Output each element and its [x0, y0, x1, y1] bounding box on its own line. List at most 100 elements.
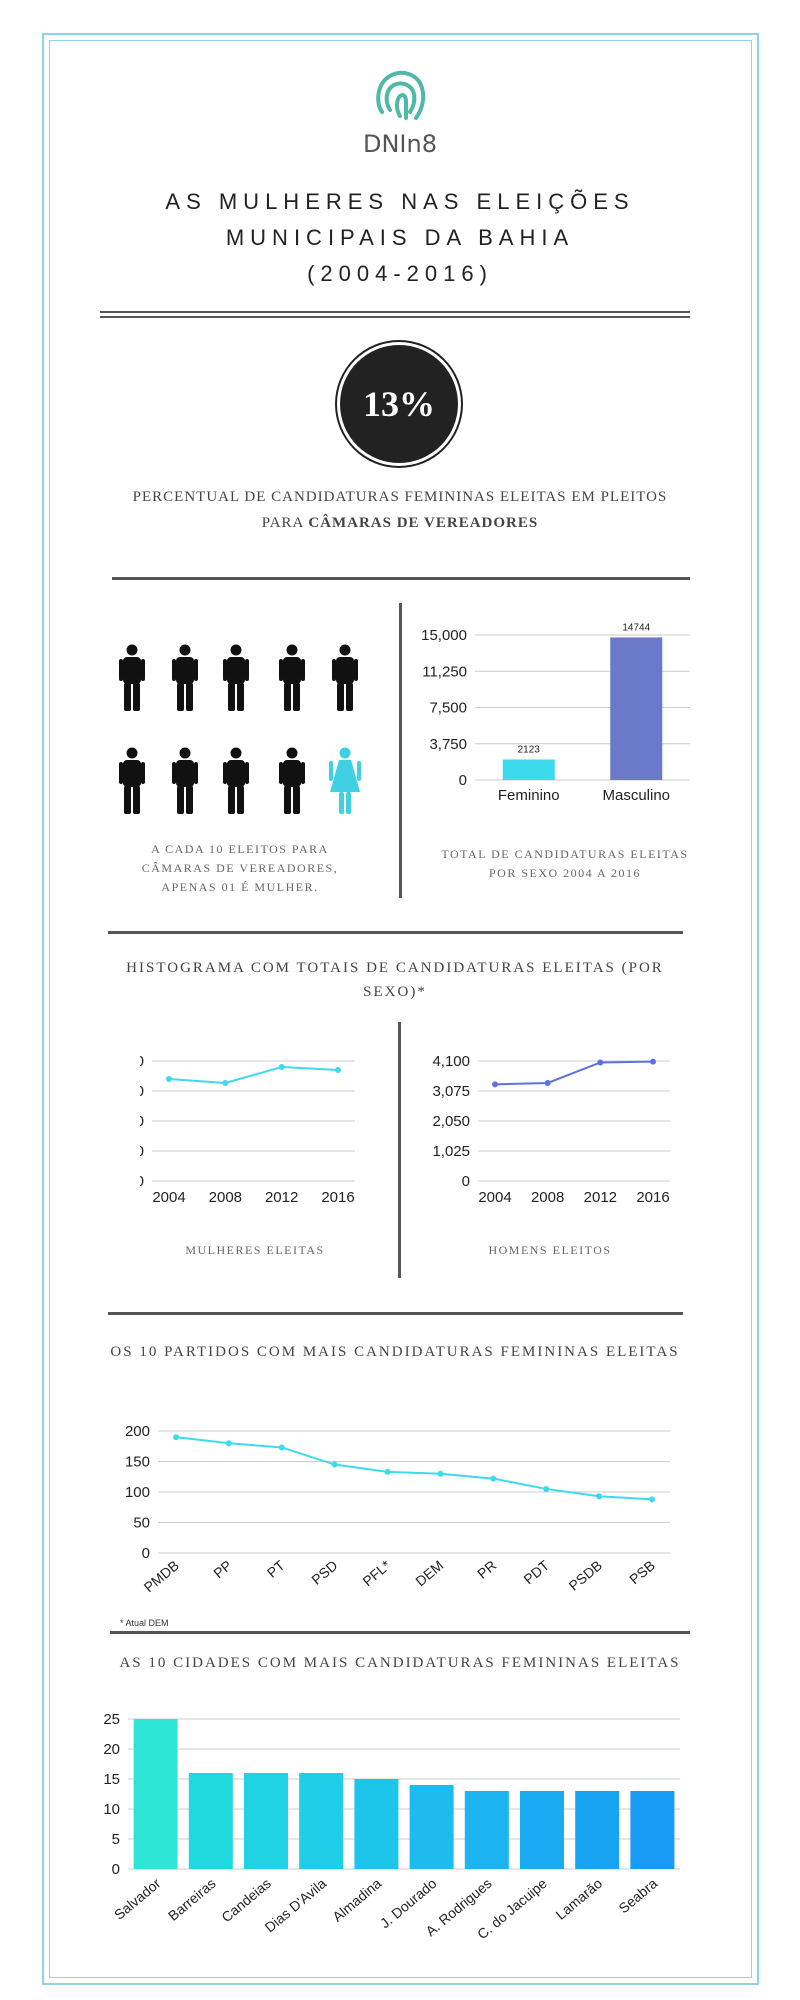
x-tick-label: 2016: [321, 1189, 354, 1206]
x-tick-label: Seabra: [615, 1875, 660, 1916]
man-torso: [123, 657, 141, 684]
y-tick-label: 450: [140, 1083, 144, 1100]
x-tick-label: 2008: [209, 1189, 242, 1206]
data-point: [225, 1440, 232, 1447]
stat-circle: 13%: [340, 345, 458, 463]
man-arm: [245, 762, 249, 784]
parties-title: OS 10 PARTIDOS COM MAIS CANDIDATURAS FEM…: [110, 1344, 680, 1360]
man-arm: [223, 762, 227, 784]
woman-icon: [329, 747, 361, 814]
y-tick-label: 15,000: [421, 627, 467, 644]
x-tick-label: 2016: [636, 1189, 669, 1206]
totals-chart: 0 3,750 7,500 11,250 15,000 2123 Feminino 14744…: [421, 622, 690, 804]
series-line: [168, 1065, 339, 1085]
divider-vertical: [399, 603, 402, 898]
people-svg: [119, 644, 361, 814]
inner-frame: [49, 40, 752, 1978]
man-icon: [332, 644, 358, 711]
y-tick-label: 7,500: [429, 700, 467, 717]
man-head: [286, 644, 298, 656]
woman-arm: [357, 761, 361, 781]
man-arm: [141, 762, 145, 784]
y-tick-label: 10: [103, 1801, 120, 1818]
x-tick-label: PP: [210, 1557, 235, 1581]
man-arm: [332, 659, 336, 681]
divider: [110, 1631, 690, 1634]
y-tick-label: 50: [133, 1515, 150, 1532]
man-leg: [177, 683, 184, 711]
data-point: [278, 1064, 285, 1070]
man-torso: [176, 760, 194, 787]
data-point: [278, 1444, 285, 1451]
data-point: [166, 1076, 172, 1082]
data-point: [492, 1081, 498, 1088]
y-tick-label: 15: [103, 1771, 120, 1788]
bar-city: [575, 1791, 620, 1869]
men-caption: HOMENS ELEITOS: [488, 1243, 612, 1257]
y-tick-label: 11,250: [422, 663, 467, 680]
data-point: [543, 1485, 550, 1492]
y-tick-label: 0: [142, 1545, 150, 1562]
man-icon: [172, 747, 198, 814]
x-tick-label: PR: [474, 1557, 499, 1582]
man-arm: [279, 762, 283, 784]
outer-frame: [42, 33, 759, 1985]
woman-leg: [339, 792, 344, 814]
data-point: [544, 1079, 551, 1086]
y-tick-label: 0: [140, 1173, 144, 1190]
data-point: [597, 1059, 604, 1066]
man-leg: [237, 683, 244, 711]
man-head: [179, 644, 191, 656]
brand-name: DNIn8: [363, 130, 437, 158]
man-arm: [141, 659, 145, 681]
bar-city: [464, 1791, 509, 1869]
y-tick-label: 150: [125, 1454, 150, 1471]
x-tick-label: PDT: [520, 1557, 552, 1588]
x-tick-label: PSD: [308, 1557, 340, 1588]
series-line: [175, 1436, 653, 1501]
bar-feminino: [502, 759, 555, 780]
data-label: 14744: [622, 622, 650, 633]
title-line-1: AS MULHERES NAS ELEIÇÕES: [165, 189, 635, 214]
x-tick-label: PSB: [626, 1557, 658, 1587]
woman-leg: [346, 792, 351, 814]
x-tick-label: Almadina: [329, 1875, 384, 1925]
x-tick-label: Salvador: [111, 1875, 164, 1923]
bar-city: [520, 1791, 564, 1869]
logo-fingerprint-icon: [376, 70, 426, 120]
data-point: [437, 1470, 444, 1477]
stat-value: 13%: [363, 384, 435, 424]
data-point: [490, 1475, 497, 1482]
man-arm: [119, 659, 123, 681]
man-arm: [194, 659, 198, 681]
men-line-chart: 0 1,025 2,050 3,075 4,100 2004 2008 2012 2016: [432, 1053, 670, 1206]
man-leg: [284, 683, 291, 711]
x-tick-label: 2004: [152, 1189, 185, 1206]
title-line-3: (2004-2016): [307, 261, 493, 286]
man-leg: [237, 786, 244, 814]
x-tick-label: Candeias: [218, 1875, 274, 1925]
y-tick-label: 25: [103, 1711, 120, 1728]
man-torso: [336, 657, 354, 684]
woman-arm: [329, 761, 333, 781]
data-point: [384, 1468, 391, 1475]
bar-city: [630, 1791, 675, 1869]
cities-title: AS 10 CIDADES COM MAIS CANDIDATURAS FEMI…: [119, 1655, 681, 1671]
x-tick-label: Lamarão: [553, 1875, 606, 1923]
y-tick-label: 3,075: [432, 1083, 470, 1100]
bar-city: [409, 1785, 454, 1869]
man-icon: [119, 747, 145, 814]
man-torso: [227, 760, 245, 787]
data-point: [596, 1493, 603, 1500]
man-torso: [123, 760, 141, 787]
man-leg: [124, 786, 131, 814]
x-tick-label: 2004: [478, 1189, 511, 1206]
divider: [108, 1312, 683, 1315]
man-arm: [119, 762, 123, 784]
y-tick-label: 2,050: [432, 1113, 470, 1130]
divider: [112, 577, 690, 580]
divider: [100, 316, 690, 318]
parties-note: * Atual DEM: [120, 1618, 169, 1628]
man-arm: [245, 659, 249, 681]
y-tick-label: 0: [462, 1173, 470, 1190]
